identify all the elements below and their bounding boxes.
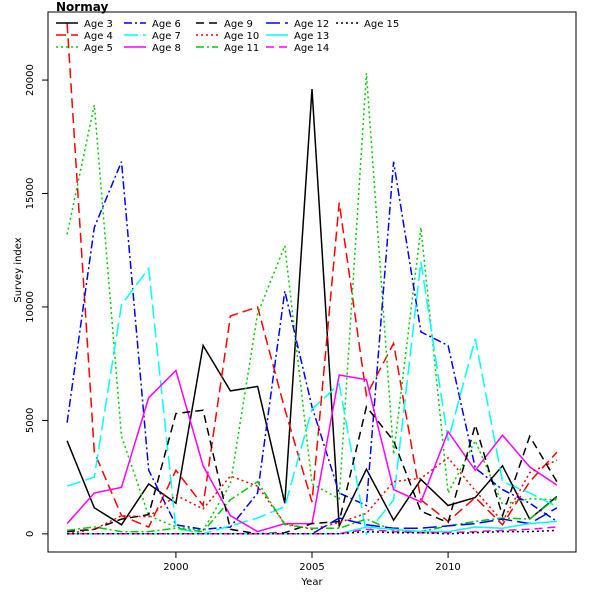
series-line-age-9 [67,405,558,535]
x-tick-label: 2000 [163,562,188,573]
y-tick-label: 0 [25,531,36,537]
legend-label: Age 6 [152,19,181,30]
y-tick-label: 15000 [25,178,36,210]
legend-label: Age 3 [84,19,113,30]
y-tick-label: 20000 [25,64,36,96]
legend-label: Age 4 [84,31,113,42]
legend-label: Age 9 [224,19,253,30]
legend-label: Age 14 [294,43,329,54]
y-tick-label: 5000 [25,408,36,433]
y-tick-label: 10000 [25,291,36,323]
series-line-age-15 [67,529,557,535]
chart-title: Normay [56,0,108,14]
legend-label: Age 8 [152,43,181,54]
series-layer [66,23,558,536]
y-axis-label: Survey index [13,237,24,302]
x-tick-label: 2010 [435,562,460,573]
x-tick-label: 2005 [299,562,324,573]
legend-label: Age 12 [294,19,329,30]
series-line-age-6 [66,161,558,531]
y-axis: 0 5000 10000 15000 20000 [25,64,48,537]
series-line-age-4 [66,23,558,528]
legend-label: Age 11 [224,43,259,54]
x-axis: 2000 2005 2010 [163,552,461,573]
series-line-age-11 [67,480,558,533]
series-line-age-8 [66,369,558,533]
legend-label: Age 5 [84,43,113,54]
series-line-age-7 [66,261,558,536]
legend-label: Age 7 [152,31,181,42]
legend-label: Age 13 [294,31,329,42]
x-axis-label: Year [300,577,323,588]
legend-label: Age 10 [224,31,259,42]
legend-label: Age 15 [364,19,399,30]
series-line-age-10 [66,456,558,535]
series-line-age-5 [66,73,557,532]
series-line-age-3 [66,89,558,529]
